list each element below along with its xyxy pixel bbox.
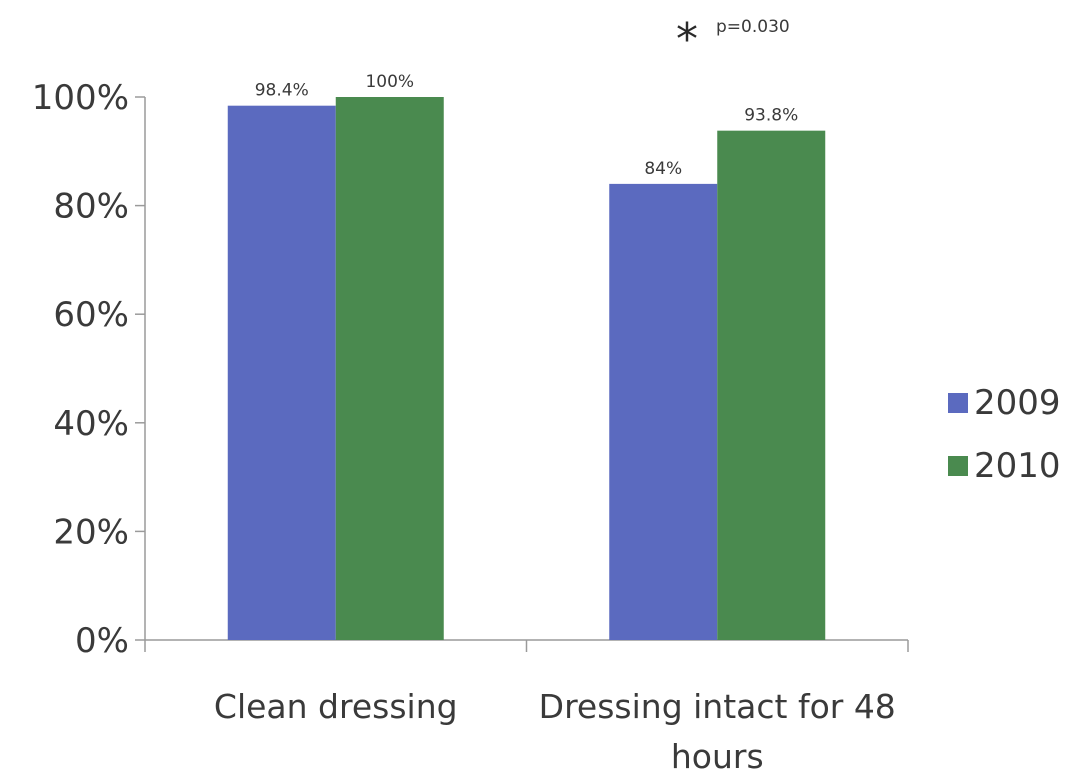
y-tick-label: 100%	[32, 78, 129, 118]
x-category-label-line: hours	[671, 737, 764, 776]
legend-swatch	[948, 393, 968, 413]
y-tick-label: 40%	[53, 404, 129, 444]
legend-swatch	[948, 456, 968, 476]
data-label: 100%	[365, 72, 414, 92]
labels: 98.4% 100% Clean dressing 84% 93.8% Dressing …	[214, 72, 896, 776]
data-label: 84%	[644, 159, 682, 179]
y-tick-label: 60%	[53, 295, 129, 335]
y-tick-label: 0%	[75, 621, 129, 661]
axes: 0% 20% 40% 60% 80% 100%	[32, 78, 909, 661]
legend: 2009 2010	[948, 383, 1061, 486]
x-category-label: Dressing intact for 48 hours	[539, 687, 896, 776]
x-category-label-line: Dressing intact for 48	[539, 687, 896, 726]
legend-label: 2009	[974, 383, 1061, 423]
data-label: 93.8%	[744, 106, 798, 126]
bar	[227, 105, 336, 641]
bar	[335, 97, 444, 640]
legend-label: 2010	[974, 446, 1061, 486]
significance-annotation: * p=0.030	[676, 14, 790, 65]
bars	[227, 97, 826, 641]
y-tick-label: 20%	[53, 512, 129, 552]
data-label: 98.4%	[255, 81, 309, 101]
x-category-label: Clean dressing	[214, 687, 458, 726]
p-value-label: p=0.030	[716, 17, 790, 37]
y-tick-label: 80%	[53, 187, 129, 227]
bar	[609, 183, 718, 640]
significance-star: *	[676, 14, 698, 65]
x-category-label-line: Clean dressing	[214, 687, 458, 726]
bar	[717, 130, 826, 640]
